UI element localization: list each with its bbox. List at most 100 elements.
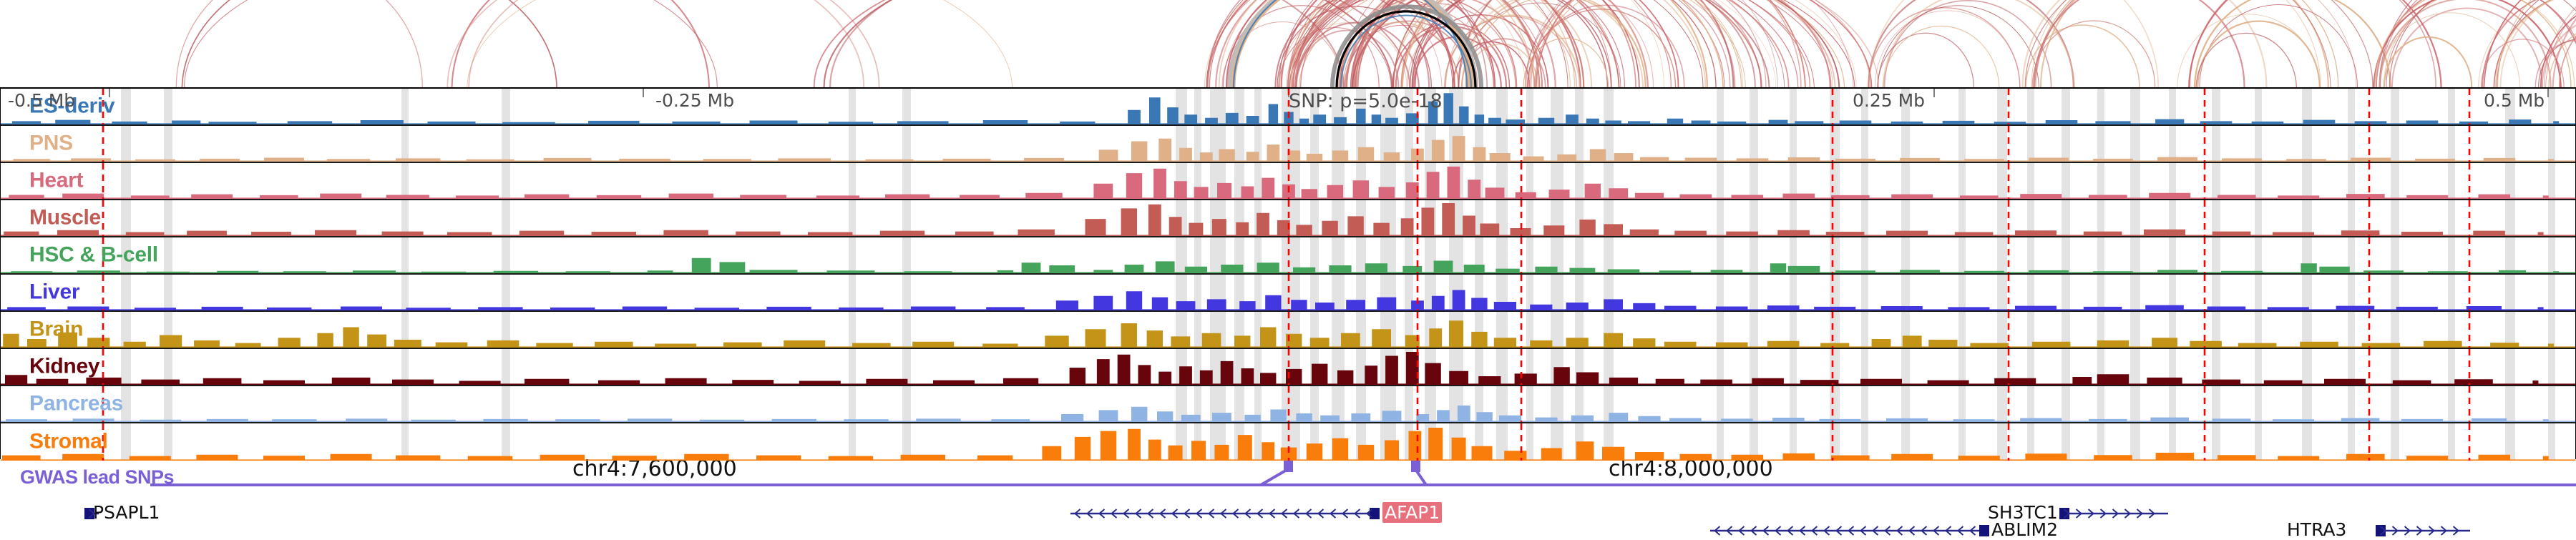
loop-arc — [1222, 5, 1380, 87]
signal-track-muscle[interactable]: Muscle — [1, 200, 2575, 237]
snp-marker-lines — [1, 423, 2575, 461]
loop-arc — [1285, 0, 1832, 87]
loop-arc — [1524, 0, 1731, 87]
loop-arc — [2035, 0, 2357, 87]
signal-track-heart[interactable]: Heart — [1, 163, 2575, 200]
loop-arc — [1295, 0, 1541, 87]
gene-label-afap1[interactable]: AFAP1 — [1382, 502, 1443, 523]
loop-arc — [1461, 0, 1646, 87]
loop-arc — [2494, 0, 2555, 87]
loop-arc — [2187, 0, 2442, 87]
loop-arc-highlight — [1340, 14, 1472, 87]
loop-arc — [1345, 0, 1756, 87]
loop-arc — [2480, 39, 2565, 87]
loop-arc — [1342, 0, 1879, 87]
loop-arc — [2537, 39, 2576, 87]
signal-track-liver[interactable]: Liver — [1, 275, 2575, 312]
loop-arc — [1882, 0, 2076, 87]
loop-arc — [2541, 24, 2576, 87]
gene-label-htra3[interactable]: HTRA3 — [2287, 519, 2347, 540]
gene-label-ablim2[interactable]: ABLIM2 — [1991, 519, 2059, 540]
loop-arc — [1215, 0, 1556, 87]
axis-tick-label: 0.25 Mb — [1853, 90, 1926, 111]
loop-arc — [1414, 0, 1831, 87]
loop-arc — [2193, 0, 2392, 87]
axis-tick-label: -0.25 Mb — [655, 90, 735, 111]
loop-arc — [2379, 0, 2552, 87]
loop-arc — [1295, 29, 1400, 87]
loop-arc — [1294, 0, 1811, 87]
highlight-bands — [1, 200, 2575, 236]
loop-arc — [2391, 7, 2543, 87]
gwas-track-label: GWAS lead SNPs — [20, 466, 175, 488]
chromatin-loop-arcs-panel — [0, 0, 2576, 87]
loop-arc — [2374, 0, 2572, 87]
snp-pvalue-annotation: SNP: p=5.0e-18 — [1289, 90, 1443, 112]
track-label-heart: Heart — [29, 168, 84, 192]
loop-arc — [1400, 0, 1708, 87]
axis-tick-label: -0.5 Mb — [8, 90, 76, 111]
loop-arc — [2534, 40, 2576, 87]
signal-track-stack: -0.5 Mb -0.25 Mb 0.25 Mb 0.5 Mb SNP: p=5.0e-… — [0, 87, 2576, 461]
loop-arc — [1409, 0, 1609, 87]
loop-arc — [447, 0, 865, 87]
loop-arc — [1868, 6, 2021, 87]
loop-arc — [1868, 0, 2074, 87]
loop-arc — [1218, 0, 1535, 87]
gene-label-psapl1[interactable]: PSAPL1 — [93, 502, 160, 523]
snp-marker-lines — [1, 386, 2575, 422]
loop-arc — [1392, 0, 1640, 87]
loop-arc — [2389, 0, 2576, 87]
gene-annotation-track: PSAPL1 AFAP1 SH3TC1 ABLIM2 HTRA3 — [0, 496, 2576, 540]
loop-arc — [2024, 0, 2373, 87]
track-label-es-deriv: ES-deriv — [29, 94, 115, 118]
loop-arc — [1534, 0, 1767, 87]
loop-arc — [183, 0, 718, 87]
loop-arc — [1278, 27, 1392, 87]
signal-track-pancreas[interactable]: Pancreas — [1, 386, 2575, 423]
loop-arc — [1868, 0, 2160, 87]
loop-arc — [1458, 0, 1735, 87]
snp-marker-lines — [1, 275, 2575, 310]
loop-arc-highlight — [1335, 10, 1477, 87]
loop-arc — [2497, 0, 2532, 87]
loop-arc — [1411, 0, 1612, 87]
highlight-bands — [1, 349, 2575, 385]
signal-track-brain[interactable]: Brain — [1, 312, 2575, 349]
signal-track-es-deriv[interactable]: -0.5 Mb -0.25 Mb 0.25 Mb 0.5 Mb SNP: p=5.0e-… — [1, 89, 2575, 126]
loop-arc — [1350, 0, 1717, 87]
loop-arc — [2025, 24, 2140, 87]
signal-track-hsc-b-cell[interactable]: HSC & B-cell — [1, 237, 2575, 275]
loop-arc — [1535, 0, 1806, 87]
loop-arc — [2379, 0, 2418, 87]
loop-arc — [1206, 0, 1548, 87]
loop-arc — [1292, 0, 1762, 87]
loop-arc — [1298, 0, 1845, 87]
gwas-snp-marker[interactable] — [1284, 461, 1293, 472]
loop-arc — [1877, 5, 2039, 87]
loop-arc — [1289, 0, 1855, 87]
gene-models-svg — [84, 508, 2470, 536]
loop-arc — [1530, 0, 1802, 87]
axis-tick-label: 0.5 Mb — [2484, 90, 2545, 111]
loop-arc — [1295, 0, 1815, 87]
loop-arc — [181, 0, 557, 87]
loop-arc — [2040, 0, 2329, 87]
loop-arc — [451, 0, 711, 87]
gwas-snp-marker[interactable] — [1411, 461, 1420, 472]
loop-arc — [175, 0, 423, 87]
loop-arc — [1415, 0, 1626, 87]
loop-arc-highlight — [1232, 0, 1468, 87]
loop-arc — [2031, 0, 2321, 87]
loop-arc — [1225, 0, 1455, 87]
signal-track-stromal[interactable]: Stromal — [1, 423, 2575, 461]
loop-arc — [2021, 0, 2268, 87]
gwas-lead-snps-track: GWAS lead SNPs chr4:7,600,000 chr4:8,000,… — [0, 456, 2576, 498]
highlight-bands — [1, 126, 2575, 162]
signal-track-pns[interactable]: PNS — [1, 126, 2575, 163]
loop-arc — [1209, 0, 1453, 87]
gene-label-sh3tc1[interactable]: SH3TC1 — [1988, 502, 2058, 523]
loop-arc — [1287, 0, 1790, 87]
loop-arc — [2540, 15, 2576, 87]
signal-track-kidney[interactable]: Kidney — [1, 349, 2575, 386]
